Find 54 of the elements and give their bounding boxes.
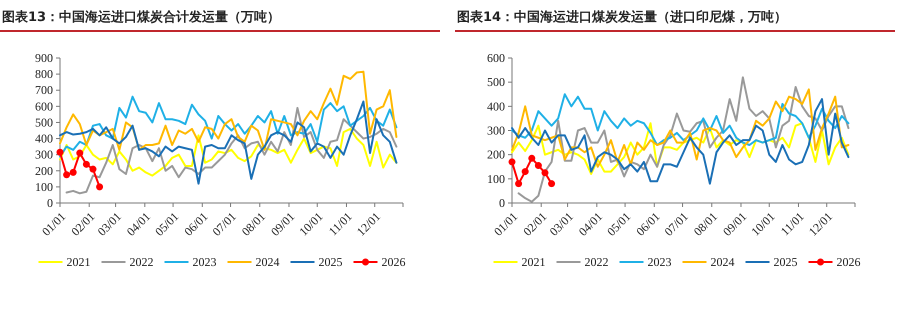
y-tick-label: 900 [35,51,53,65]
point [63,171,70,178]
legend-label: 2023 [648,255,672,269]
y-tick-label: 200 [35,164,53,178]
legend-label: 2021 [66,255,90,269]
point [96,183,104,190]
line-series [511,98,850,185]
point [89,166,96,173]
line-series [59,128,398,177]
y-tick-label: 700 [35,83,53,98]
point [541,169,548,176]
y-tick-label: 200 [487,148,505,162]
y-tick-label: 100 [487,172,505,186]
point [522,168,529,176]
y-tick-label: 100 [35,180,53,194]
legend-label: 2026 [382,255,406,269]
y-tick-label: 600 [487,51,505,65]
y-tick-label: 300 [35,148,53,162]
point [70,168,77,176]
legend-label: 2024 [710,255,734,269]
point [76,150,84,157]
legend-label: 2022 [130,255,154,269]
legend-label: 2021 [522,255,546,269]
line-series [511,88,850,168]
y-tick-label: 500 [487,75,505,90]
point [515,180,522,188]
legend-label: 2025 [318,255,342,269]
point [82,160,90,168]
y-tick-label: 800 [35,67,53,82]
point [508,158,516,166]
point [548,180,556,188]
legend-label: 2025 [774,255,798,269]
legend-label: 2024 [256,255,280,269]
y-tick-label: 500 [35,115,53,130]
chart-title: 图表14：中国海运进口煤炭发运量（进口印尼煤，万吨） [457,9,788,25]
legend-label: 2022 [584,255,608,269]
line-series [511,122,850,175]
line-series [66,106,398,194]
y-tick-label: 600 [35,99,53,114]
line-series [59,100,398,185]
line-series [59,70,398,151]
legend-label: 2023 [192,255,216,269]
y-tick-label: 300 [487,124,505,138]
y-tick-label: 0 [499,196,505,210]
legend-label: 2026 [836,255,860,269]
point [528,154,536,162]
point [56,148,64,156]
y-tick-label: 0 [47,196,53,210]
y-tick-label: 400 [35,132,53,146]
y-tick-label: 400 [487,99,505,114]
point [534,162,542,170]
chart-title: 图表13：中国海运进口煤炭合计发运量（万吨） [2,9,280,25]
line-series [511,93,850,146]
line-series [518,76,850,203]
